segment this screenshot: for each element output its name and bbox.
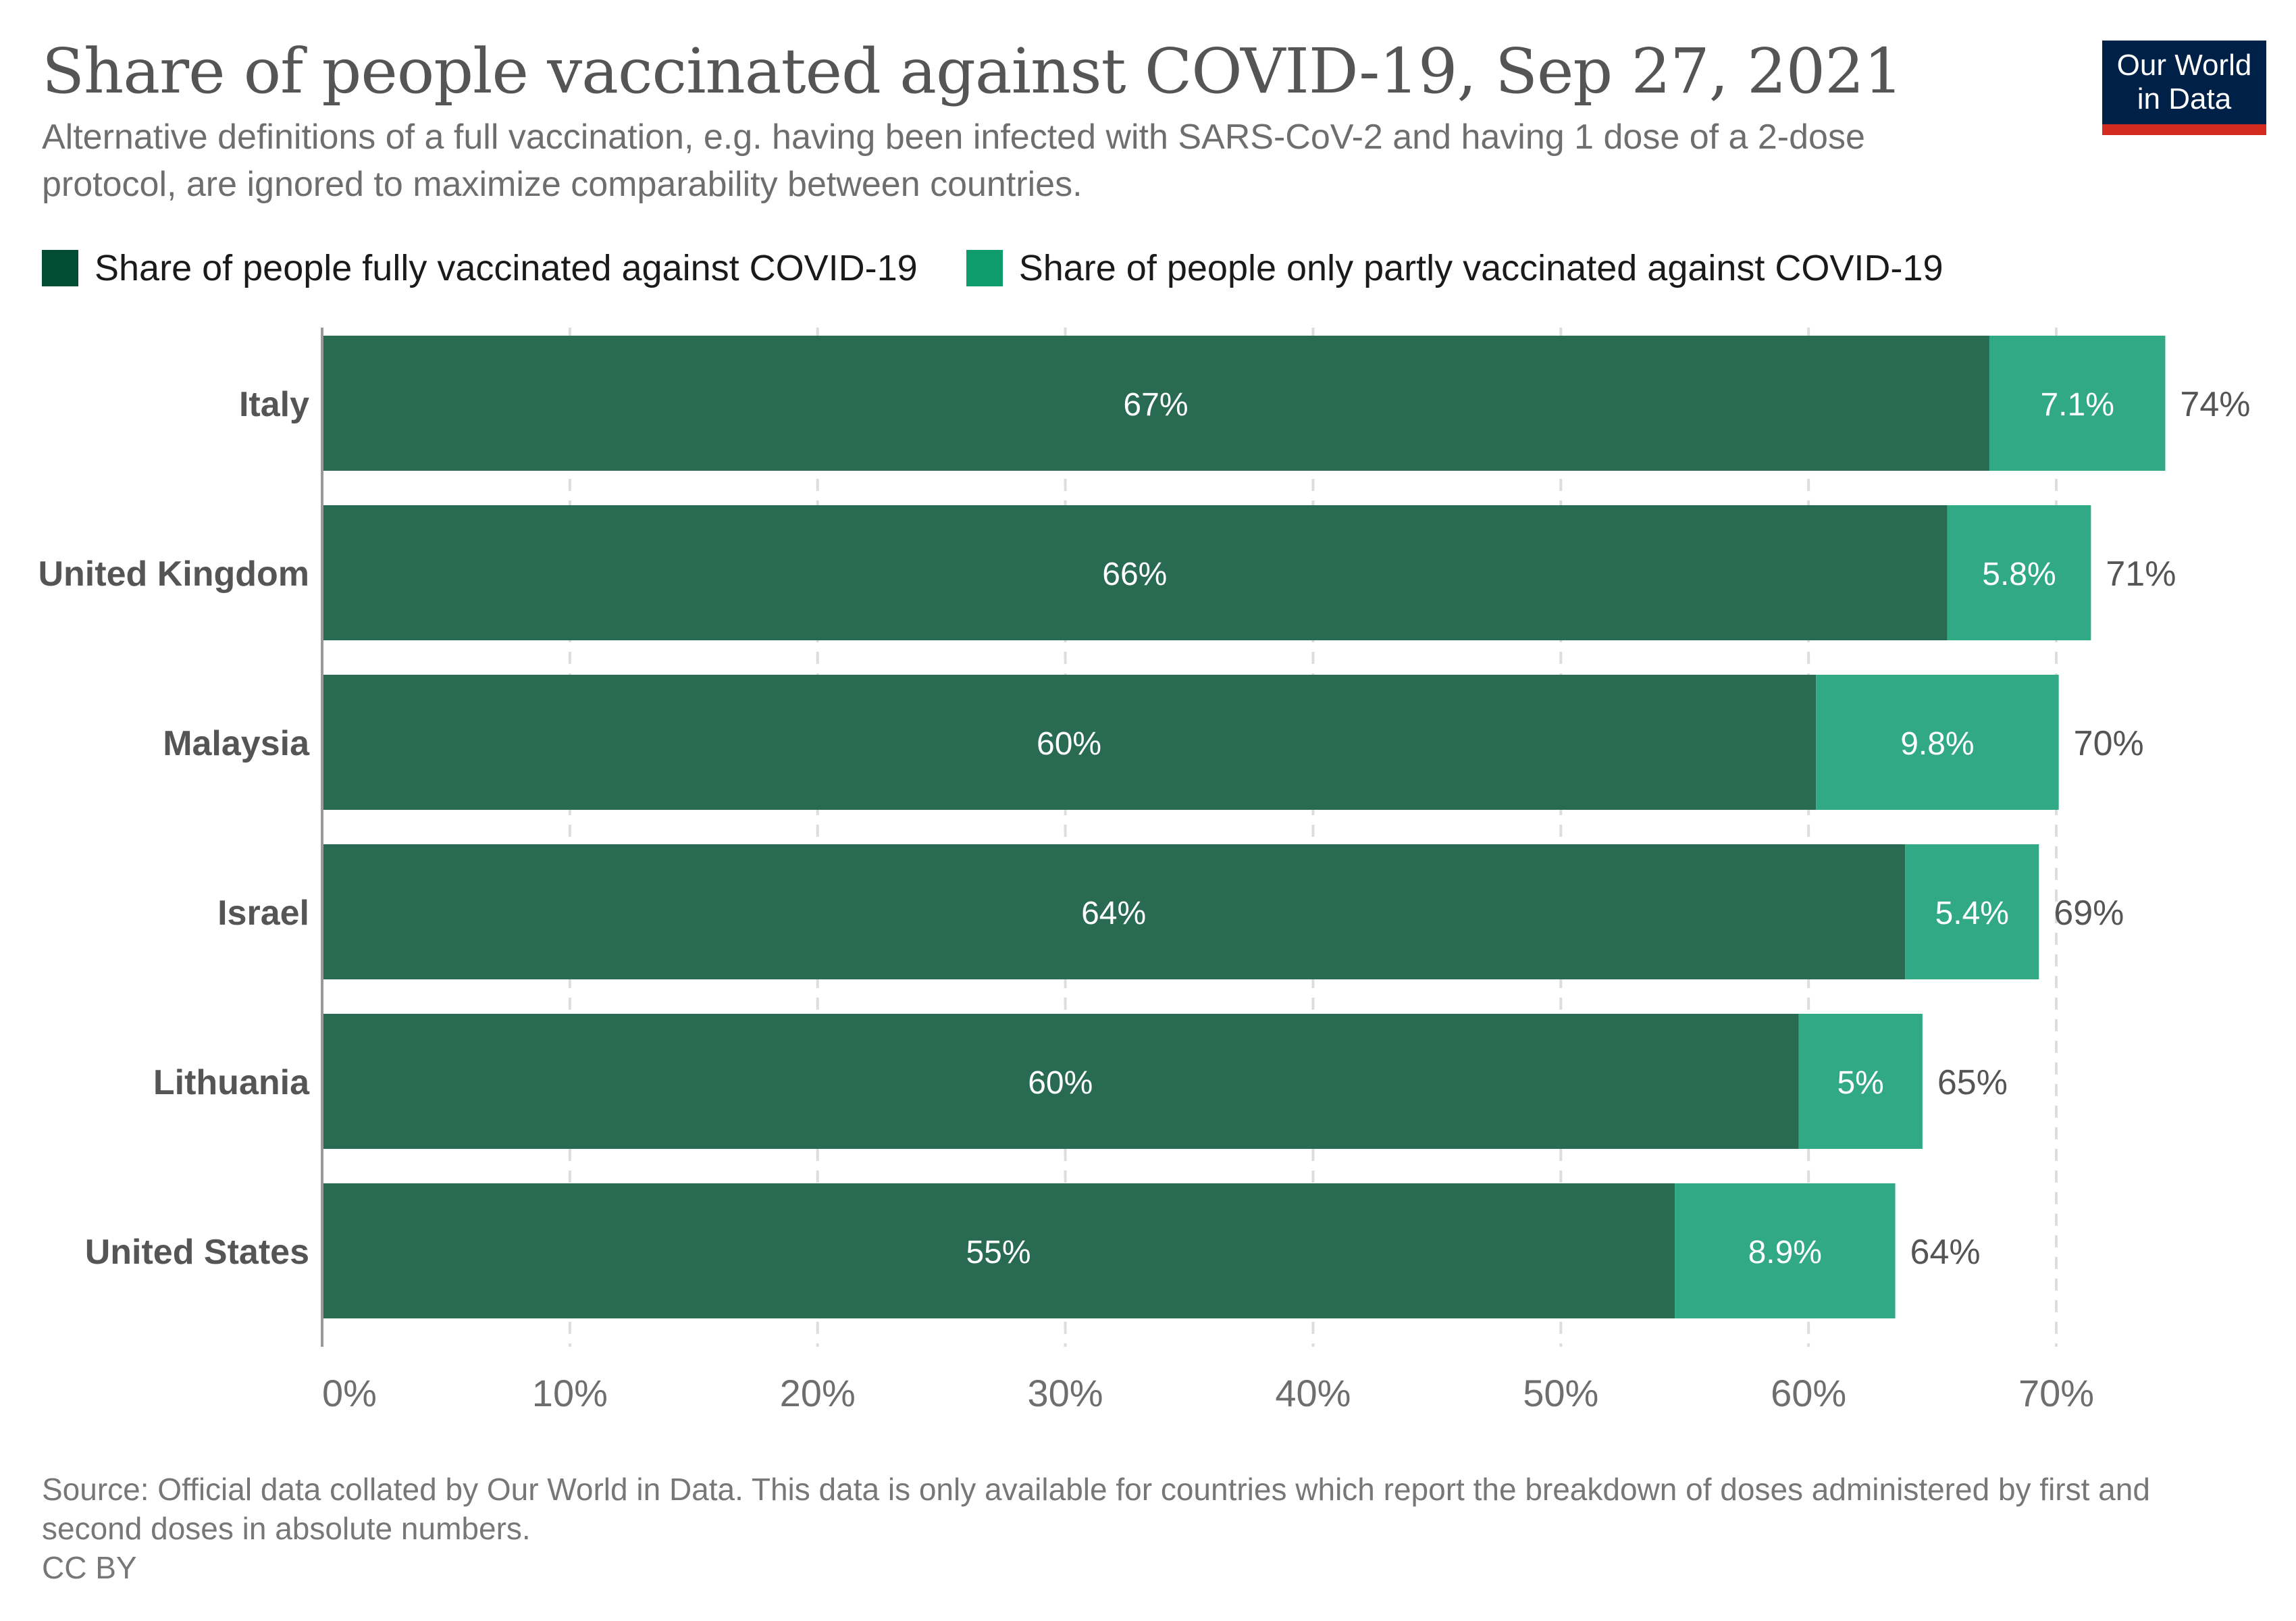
category-label: United Kingdom [38, 555, 309, 594]
data-label-fully: 64% [1081, 896, 1146, 931]
data-label-partly: 9.8% [1900, 726, 1974, 762]
logo-text: Our World in Data [2102, 49, 2266, 116]
legend-swatch-partly [966, 250, 1003, 286]
data-label-fully: 60% [1037, 726, 1101, 762]
legend: Share of people fully vaccinated against… [42, 247, 1991, 289]
logo-line-2: in Data [2137, 82, 2232, 115]
x-tick-label: 70% [2018, 1372, 2094, 1414]
category-label: Italy [239, 385, 309, 424]
bar-partly-0 [1989, 336, 2166, 471]
x-tick-label: 30% [1028, 1372, 1103, 1414]
data-label-partly: 8.9% [1748, 1235, 1822, 1270]
legend-label-fully: Share of people fully vaccinated against… [95, 248, 918, 288]
data-label-fully: 66% [1102, 557, 1167, 592]
data-label-total: 74% [2180, 385, 2250, 424]
owid-logo[interactable]: Our World in Data [2102, 41, 2266, 135]
data-label-fully: 67% [1123, 387, 1188, 423]
bar-fully-1 [322, 505, 1948, 640]
data-label-partly: 5% [1837, 1065, 1883, 1101]
data-label-total: 69% [2054, 894, 2124, 933]
legend-label-partly: Share of people only partly vaccinated a… [1018, 248, 1943, 288]
bar-partly-1 [1947, 505, 2091, 640]
legend-item-partly[interactable]: Share of people only partly vaccinated a… [966, 247, 1943, 289]
footer: Source: Official data collated by Our Wo… [42, 1470, 2257, 1587]
bar-fully-5 [322, 1183, 1675, 1318]
x-tick-label: 10% [532, 1372, 608, 1414]
x-tick-label: 20% [780, 1372, 856, 1414]
chart-title: Share of people vaccinated against COVID… [42, 35, 1903, 107]
category-label: Lithuania [153, 1063, 310, 1102]
x-tick-label: 40% [1275, 1372, 1351, 1414]
bar-partly-4 [1798, 1014, 1923, 1149]
logo-line-1: Our World [2116, 49, 2252, 82]
bar-fully-3 [322, 844, 1906, 979]
data-label-fully: 60% [1028, 1065, 1093, 1101]
legend-item-fully[interactable]: Share of people fully vaccinated against… [42, 247, 918, 289]
x-tick-label: 0% [322, 1372, 377, 1414]
logo-accent-bar [2102, 124, 2266, 135]
x-tick-label: 60% [1771, 1372, 1846, 1414]
bar-partly-5 [1675, 1183, 1896, 1318]
license-note: CC BY [42, 1550, 137, 1585]
data-label-fully: 55% [966, 1235, 1030, 1270]
bar-fully-4 [322, 1014, 1799, 1149]
x-tick-label: 50% [1523, 1372, 1598, 1414]
data-label-partly: 5.4% [1935, 896, 2009, 931]
category-label: Malaysia [163, 724, 310, 763]
chart-subtitle: Alternative definitions of a full vaccin… [42, 118, 1865, 204]
category-label: United States [85, 1233, 309, 1272]
data-label-total: 71% [2106, 555, 2176, 594]
source-note: Source: Official data collated by Our Wo… [42, 1472, 2150, 1546]
data-label-total: 70% [2074, 724, 2144, 763]
bar-fully-0 [322, 336, 1989, 471]
bar-partly-3 [1905, 844, 2039, 979]
data-label-partly: 7.1% [2040, 387, 2114, 423]
bar-partly-2 [1816, 675, 2059, 810]
legend-swatch-fully [42, 250, 78, 286]
data-label-total: 65% [1937, 1063, 2008, 1102]
bar-fully-2 [322, 675, 1817, 810]
category-label: Israel [217, 894, 309, 933]
data-label-partly: 5.8% [1982, 557, 2056, 592]
data-label-total: 64% [1910, 1233, 1981, 1272]
